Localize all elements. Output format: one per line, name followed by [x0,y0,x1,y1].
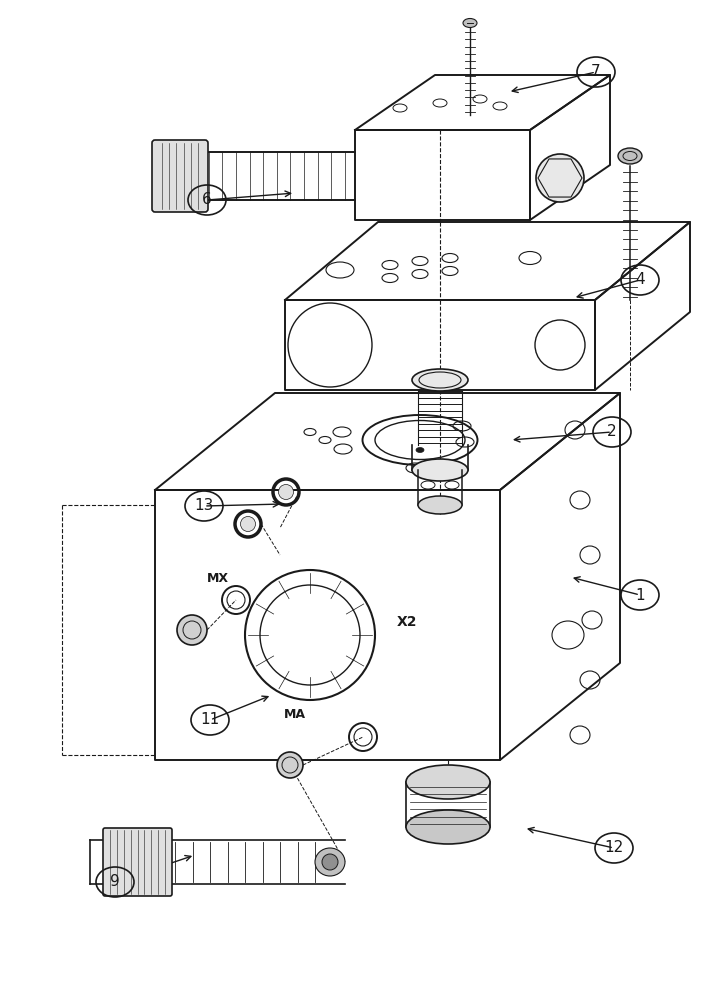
Text: 12: 12 [604,840,624,856]
Text: X2: X2 [397,615,417,629]
Text: 1: 1 [636,587,645,602]
Text: 6: 6 [202,192,212,208]
Ellipse shape [412,369,468,391]
Ellipse shape [406,765,490,799]
Ellipse shape [463,18,477,27]
Ellipse shape [322,854,338,870]
Text: MX: MX [207,572,229,584]
Text: MA: MA [284,708,306,720]
Ellipse shape [279,485,293,499]
Ellipse shape [240,516,256,532]
Ellipse shape [315,848,345,876]
Ellipse shape [618,148,642,164]
FancyBboxPatch shape [103,828,172,896]
Text: 13: 13 [194,498,214,514]
Ellipse shape [406,810,490,844]
Ellipse shape [418,496,462,514]
Ellipse shape [416,448,424,452]
Ellipse shape [277,752,303,778]
Text: 11: 11 [200,712,220,728]
Text: 9: 9 [110,874,120,890]
Text: 2: 2 [607,424,617,440]
Text: 4: 4 [636,272,645,288]
FancyBboxPatch shape [152,140,208,212]
Ellipse shape [177,615,207,645]
Ellipse shape [536,154,584,202]
Text: 7: 7 [591,64,601,80]
Ellipse shape [412,459,468,481]
